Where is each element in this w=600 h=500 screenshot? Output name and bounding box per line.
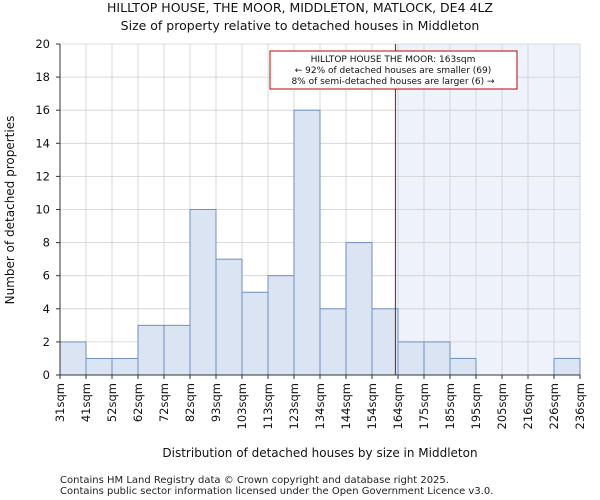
bar — [345, 242, 373, 376]
bar — [371, 308, 399, 376]
x-tick-label: 144sqm — [339, 383, 353, 429]
y-tick-label: 12 — [35, 169, 50, 183]
x-tick-label: 41sqm — [79, 383, 93, 422]
annotation-line1: HILLTOP HOUSE THE MOOR: 163sqm — [311, 55, 476, 65]
bar — [449, 357, 477, 376]
y-tick-label: 10 — [35, 203, 50, 217]
bar — [163, 324, 191, 376]
chart-subtitle: Size of property relative to detached ho… — [121, 18, 480, 33]
y-tick-label: 16 — [35, 103, 50, 117]
x-tick-label: 164sqm — [391, 383, 405, 429]
footer-line1: Contains HM Land Registry data © Crown c… — [60, 475, 449, 486]
bar — [241, 291, 269, 376]
bar — [423, 341, 451, 376]
bar — [59, 341, 87, 376]
x-tick-label: 52sqm — [105, 383, 119, 422]
bar — [85, 357, 113, 376]
bar — [189, 209, 217, 376]
y-tick-label: 0 — [43, 368, 50, 382]
x-tick-label: 31sqm — [53, 383, 67, 422]
annotation-line2: ← 92% of detached houses are smaller (69… — [295, 66, 492, 76]
y-tick-label: 6 — [43, 269, 50, 283]
footer-line2: Contains public sector information licen… — [60, 486, 493, 497]
bars — [59, 109, 581, 376]
x-tick-label: 216sqm — [521, 383, 535, 429]
y-axis-label: Number of detached properties — [3, 116, 17, 305]
bar — [137, 324, 165, 376]
x-tick-label: 72sqm — [157, 383, 171, 422]
annotation-box: HILLTOP HOUSE THE MOOR: 163sqm ← 92% of … — [269, 50, 518, 90]
x-tick-label: 123sqm — [287, 383, 301, 429]
x-tick-label: 82sqm — [183, 383, 197, 422]
x-tick-label: 205sqm — [495, 383, 509, 429]
chart-title: HILLTOP HOUSE, THE MOOR, MIDDLETON, MATL… — [107, 0, 493, 15]
x-tick-label: 226sqm — [547, 383, 561, 429]
x-tick-label: 236sqm — [573, 383, 587, 429]
y-tick-label: 4 — [43, 302, 50, 316]
x-tick-label: 62sqm — [131, 383, 145, 422]
y-tick-label: 20 — [35, 37, 50, 51]
x-ticks: 31sqm 41sqm 52sqm 62sqm 72sqm 82sqm 93sqm 103sq… — [53, 375, 587, 429]
bar — [293, 109, 321, 376]
y-tick-label: 2 — [43, 335, 50, 349]
y-ticks: 0 2 4 6 8 10 12 14 16 18 20 — [35, 37, 60, 382]
bar — [267, 275, 295, 376]
y-tick-label: 14 — [35, 136, 50, 150]
bar — [215, 258, 243, 376]
bar — [319, 308, 347, 376]
bar — [553, 357, 581, 376]
x-tick-label: 103sqm — [235, 383, 249, 429]
x-axis-label: Distribution of detached houses by size … — [162, 446, 477, 460]
x-tick-label: 154sqm — [365, 383, 379, 429]
x-tick-label: 185sqm — [443, 383, 457, 429]
x-tick-label: 134sqm — [313, 383, 327, 429]
x-tick-label: 113sqm — [261, 383, 275, 429]
bar — [111, 357, 139, 376]
annotation-line3: 8% of semi-detached houses are larger (6… — [291, 77, 495, 87]
x-tick-label: 93sqm — [209, 383, 223, 422]
bar — [397, 341, 425, 376]
y-tick-label: 8 — [43, 236, 50, 250]
y-tick-label: 18 — [35, 70, 50, 84]
x-tick-label: 195sqm — [469, 383, 483, 429]
x-tick-label: 175sqm — [417, 383, 431, 429]
annotation-border — [269, 50, 518, 90]
